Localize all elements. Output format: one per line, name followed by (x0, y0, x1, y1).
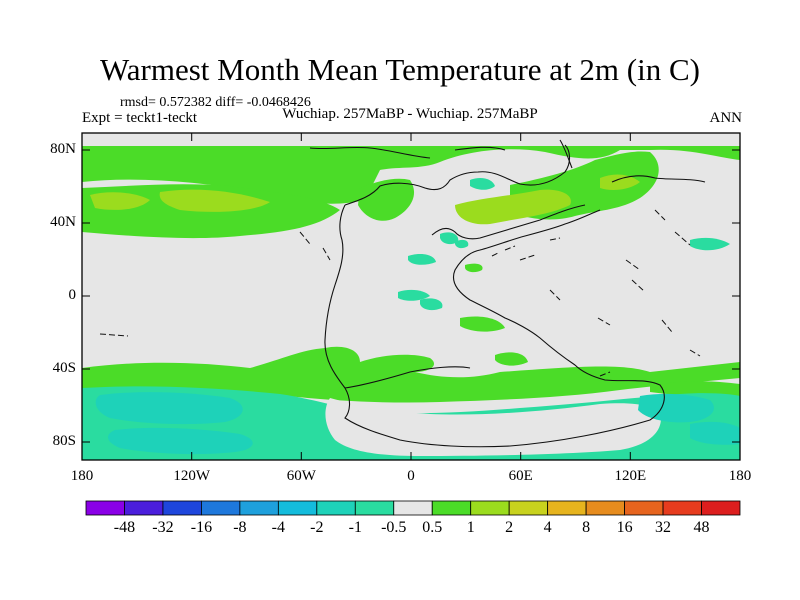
contour-region (108, 427, 253, 455)
colorbar-label: 1 (466, 519, 475, 536)
contour-region (159, 189, 270, 212)
contour-region (408, 254, 436, 265)
lon-label-60w: 60W (286, 468, 316, 484)
contour-region (690, 421, 740, 445)
colorbar-swatch (201, 500, 241, 516)
lon-label-120e: 120E (614, 468, 647, 484)
colorbar-label: -48 (113, 519, 136, 536)
colorbar-label: -0.5 (381, 519, 407, 536)
colorbar-label: -4 (271, 519, 285, 536)
colorbar-swatch (393, 500, 433, 516)
contour-region (90, 192, 150, 210)
contour-region (420, 298, 443, 311)
colorbar-label: -2 (310, 519, 324, 536)
colorbar-label: 48 (693, 519, 710, 536)
colorbar-swatch (239, 500, 279, 516)
contour-region (82, 346, 740, 403)
coastline (324, 144, 665, 448)
experiment-label: Expt = teckt1-teckt (82, 110, 198, 126)
contour-region (358, 178, 415, 221)
colorbar-swatch (508, 500, 549, 516)
lon-label-120w: 120W (173, 468, 211, 484)
contour-region (470, 178, 495, 190)
map-title: Warmest Month Mean Temperature at 2m (in… (100, 52, 700, 87)
colorbar-label: 16 (616, 519, 633, 536)
colorbar-label: 0.5 (422, 519, 443, 536)
stats-text: rmsd= 0.572382 diff= -0.0468426 (120, 95, 311, 110)
comparison-label: Wuchiap. 257MaBP - Wuchiap. 257MaBP (282, 106, 538, 122)
colorbar-label: 32 (655, 519, 672, 536)
colorbar-label: 8 (582, 519, 591, 536)
lon-label-180w: 180 (70, 468, 94, 484)
lon-label-60e: 60E (508, 468, 533, 484)
lon-label-180e: 180 (728, 468, 752, 484)
period-label: ANN (709, 110, 743, 126)
contour-region (690, 237, 730, 251)
colorbar-label: -16 (190, 519, 213, 536)
colorbar-swatch (662, 500, 702, 516)
colorbar-swatch (162, 500, 202, 516)
lat-label-40s: 40S (52, 360, 76, 376)
map-ticks (82, 133, 740, 460)
colorbar-swatch (85, 500, 125, 516)
lat-label-80s: 80S (52, 433, 76, 449)
contour-region (495, 352, 528, 366)
contour-region (455, 239, 469, 249)
contour-region (460, 316, 505, 332)
colorbar-swatch (701, 500, 741, 516)
colorbar-swatch (470, 500, 510, 516)
contour-region (440, 232, 459, 245)
colorbar-swatch (354, 500, 395, 516)
contour-region (398, 289, 430, 301)
colorbar-label: 2 (505, 519, 514, 536)
colorbar-swatch (431, 500, 472, 516)
contour-region (465, 263, 483, 273)
colorbar-label: 4 (543, 519, 552, 536)
colorbar-swatch (547, 500, 587, 516)
map-panel (82, 133, 740, 460)
lat-label-0: 0 (68, 287, 77, 303)
colorbar-swatch (277, 500, 318, 516)
colorbar-label: -32 (152, 519, 174, 536)
lon-label-0: 0 (407, 468, 415, 484)
coastline (309, 139, 706, 183)
contour-region (95, 392, 243, 425)
colorbar-swatch (624, 500, 664, 516)
contour-region (638, 393, 714, 423)
lat-label-40n: 40N (50, 214, 76, 230)
colorbar-label: -8 (233, 519, 247, 536)
colorbar-label: -1 (348, 519, 362, 536)
coastline (99, 209, 701, 377)
colorbar (85, 500, 741, 516)
contour-region (455, 189, 571, 225)
colorbar-swatch (316, 500, 356, 516)
colorbar-swatch (585, 500, 625, 516)
lat-label-80n: 80N (50, 141, 76, 157)
colorbar-swatch (124, 500, 164, 516)
contour-region (600, 174, 640, 190)
